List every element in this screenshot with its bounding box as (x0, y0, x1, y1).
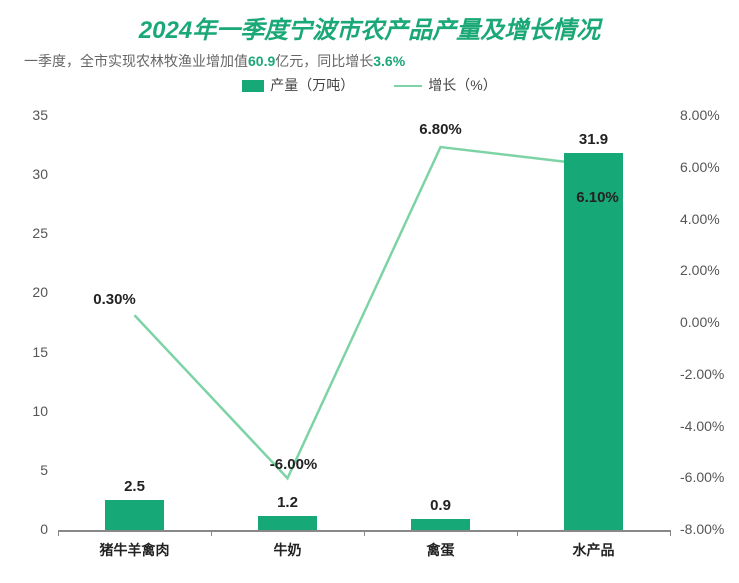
chart-container: 2024年一季度宁波市农产品产量及增长情况 一季度，全市实现农林牧渔业增加值60… (0, 0, 739, 583)
subtitle-value2: 3.6% (373, 53, 405, 69)
line-value-label: 6.10% (576, 189, 619, 206)
y-right-label: -6.00% (680, 469, 724, 485)
y-left-label: 15 (8, 344, 48, 360)
line-value-label: 6.80% (419, 121, 462, 138)
bar-value-label: 31.9 (579, 131, 608, 148)
growth-line (135, 147, 594, 478)
legend: 产量（万吨） 增长（%） (0, 75, 739, 95)
y-right-label: -2.00% (680, 366, 724, 382)
legend-bar-label: 产量（万吨） (270, 77, 354, 93)
x-tick (364, 530, 365, 536)
y-left-label: 5 (8, 462, 48, 478)
y-right-label: 6.00% (680, 159, 720, 175)
production-bar (258, 516, 316, 530)
x-category-label: 禽蛋 (427, 540, 455, 560)
line-value-label: 0.30% (93, 291, 136, 308)
legend-line-item: 增长（%） (394, 75, 496, 95)
x-category-label: 牛奶 (274, 540, 302, 560)
subtitle-value1: 60.9 (248, 53, 275, 69)
y-right-label: 2.00% (680, 262, 720, 278)
subtitle-prefix: 一季度，全市实现农林牧渔业增加值 (24, 53, 248, 69)
x-category-label: 猪牛羊禽肉 (100, 540, 170, 560)
subtitle-middle: 亿元，同比增长 (275, 53, 373, 69)
production-bar (105, 500, 163, 530)
x-tick (670, 530, 671, 536)
chart-title: 2024年一季度宁波市农产品产量及增长情况 (0, 0, 739, 45)
bar-value-label: 1.2 (277, 494, 298, 511)
y-left-label: 10 (8, 403, 48, 419)
y-left-label: 35 (8, 107, 48, 123)
x-tick (517, 530, 518, 536)
bar-value-label: 0.9 (430, 497, 451, 514)
y-right-label: 8.00% (680, 107, 720, 123)
y-right-label: 4.00% (680, 211, 720, 227)
legend-line-swatch (394, 85, 422, 87)
legend-line-label: 增长（%） (428, 77, 496, 93)
production-bar (564, 153, 622, 530)
x-category-label: 水产品 (573, 540, 615, 560)
y-left-label: 20 (8, 284, 48, 300)
x-tick (211, 530, 212, 536)
legend-bar-swatch (242, 80, 264, 92)
plot-area: 05101520253035-8.00%-6.00%-4.00%-2.00%0.… (58, 116, 670, 530)
production-bar (411, 519, 469, 530)
y-left-label: 30 (8, 166, 48, 182)
bar-value-label: 2.5 (124, 478, 145, 495)
y-left-label: 0 (8, 521, 48, 537)
y-left-label: 25 (8, 225, 48, 241)
line-value-label: -6.00% (270, 456, 318, 473)
y-right-label: 0.00% (680, 314, 720, 330)
legend-bar-item: 产量（万吨） (242, 75, 354, 95)
x-tick (58, 530, 59, 536)
chart-subtitle: 一季度，全市实现农林牧渔业增加值60.9亿元，同比增长3.6% (0, 45, 739, 71)
y-right-label: -4.00% (680, 418, 724, 434)
y-right-label: -8.00% (680, 521, 724, 537)
